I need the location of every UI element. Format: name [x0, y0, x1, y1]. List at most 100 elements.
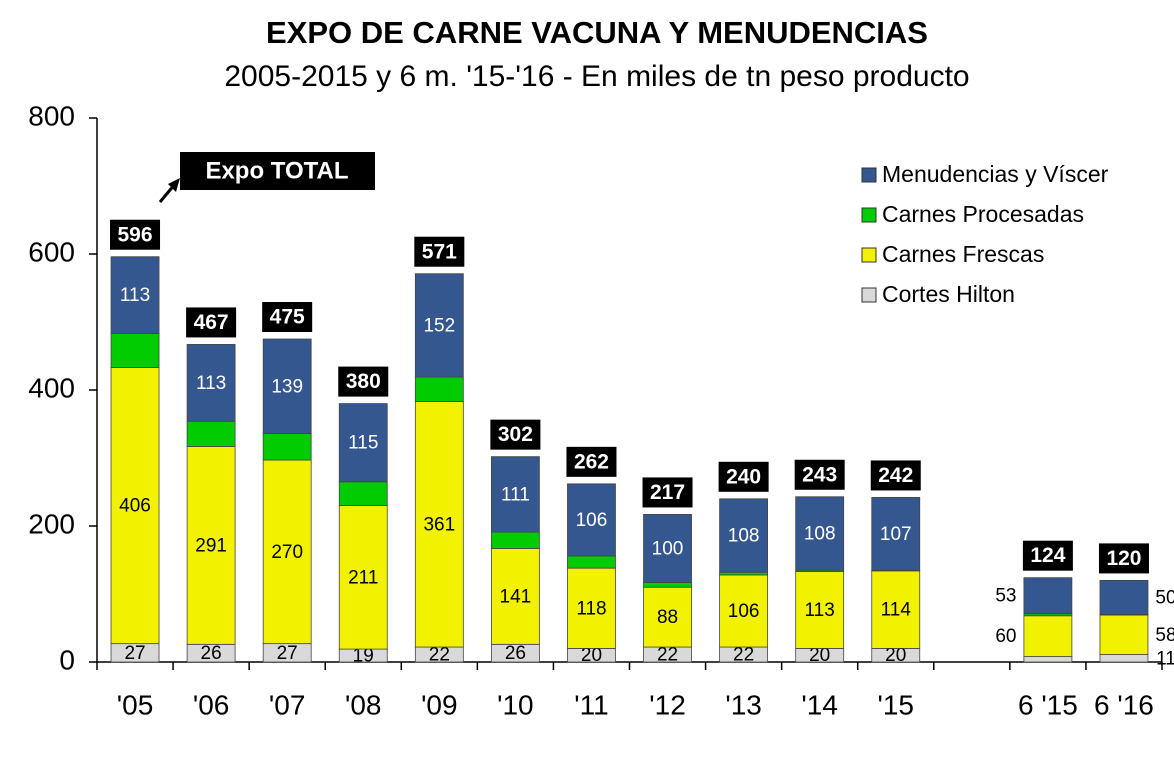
- x-tick-label: 6 '16: [1094, 689, 1154, 720]
- bar-segment: [795, 496, 845, 571]
- bar-segment: [414, 376, 464, 402]
- data-label: 115: [348, 433, 378, 454]
- bar-segment: [186, 344, 236, 422]
- chart-subtitle: 2005-2015 y 6 m. '15-'16 - En miles de t…: [224, 60, 969, 93]
- data-label: 20: [809, 645, 830, 666]
- data-label: 107: [880, 524, 912, 545]
- total-label: 240: [726, 465, 761, 488]
- bar-segment: [490, 456, 540, 533]
- data-label: 19: [353, 646, 374, 667]
- total-box: [566, 446, 617, 477]
- bar-segment: [643, 586, 692, 648]
- data-label: 106: [728, 601, 760, 622]
- total-box: [642, 477, 693, 508]
- data-label: 139: [271, 376, 303, 397]
- data-label: 361: [423, 514, 455, 535]
- total-box: [490, 419, 541, 450]
- data-label: 270: [271, 542, 303, 563]
- bar-segment: [567, 555, 616, 569]
- data-label: 291: [195, 535, 227, 556]
- bar-segment: [186, 446, 236, 645]
- bar-segment: [567, 483, 616, 557]
- y-tick-label: 0: [59, 644, 75, 675]
- data-label: 20: [581, 645, 602, 666]
- total-label: 467: [194, 311, 229, 334]
- bar-segment: [1099, 654, 1149, 663]
- total-label: 262: [574, 450, 609, 473]
- total-label: 242: [878, 464, 913, 487]
- legend-swatch: [861, 287, 877, 303]
- data-label: 118: [576, 598, 606, 619]
- bar-segment: [795, 571, 845, 649]
- y-tick-label: 400: [28, 372, 75, 403]
- x-tick-label: 6 '15: [1018, 689, 1078, 720]
- data-label: 88: [657, 607, 678, 628]
- annotation-box: [180, 152, 375, 190]
- total-label: 475: [270, 306, 305, 329]
- bar-segment: [110, 256, 160, 334]
- bar-segment: [262, 433, 312, 461]
- y-tick-label: 200: [28, 508, 75, 539]
- x-tick-label: '11: [574, 689, 608, 720]
- x-tick-label: '05: [117, 689, 154, 720]
- legend-swatch: [861, 167, 877, 183]
- x-tick-label: '12: [649, 689, 686, 720]
- data-label: 108: [728, 526, 760, 547]
- total-box: [718, 461, 769, 492]
- legend-label: Menudencias y Víscer: [882, 161, 1109, 187]
- legend-label: Cortes Hilton: [882, 281, 1015, 307]
- bar-segment: [1099, 580, 1149, 615]
- total-label: 217: [650, 481, 685, 504]
- data-label: 58: [1155, 625, 1174, 646]
- bar-segment: [262, 459, 312, 645]
- legend-label: Carnes Frescas: [882, 241, 1044, 267]
- total-label: 302: [498, 423, 533, 446]
- bar-segment: [262, 338, 312, 434]
- annotation: Expo TOTAL: [205, 157, 348, 184]
- data-label: 20: [885, 645, 906, 666]
- data-label: 50: [1155, 587, 1174, 608]
- bar-segment: [186, 420, 236, 447]
- total-box: [110, 219, 161, 250]
- data-label: 113: [120, 285, 150, 306]
- bar-segment: [414, 273, 464, 378]
- data-label: 100: [652, 538, 684, 559]
- data-label: 22: [657, 645, 678, 666]
- chart-title: EXPO DE CARNE VACUNA Y MENUDENCIAS: [266, 15, 928, 50]
- bar-segment: [490, 548, 540, 645]
- annotation-arrowhead: [168, 178, 180, 192]
- x-tick-label: '06: [193, 689, 230, 720]
- data-label: 113: [196, 373, 226, 394]
- legend-swatch: [861, 247, 877, 263]
- bar-segment: [110, 333, 160, 368]
- total-box: [414, 236, 465, 267]
- bar-segment: [1023, 577, 1073, 615]
- x-tick-label: '07: [269, 689, 306, 720]
- data-label: 111: [501, 484, 530, 505]
- data-label: 406: [119, 496, 151, 517]
- bar-segment: [1099, 614, 1149, 655]
- bar-segment: [719, 571, 769, 576]
- data-label: 11: [1156, 648, 1174, 669]
- data-label: 211: [348, 567, 378, 588]
- legend-swatch: [861, 207, 877, 223]
- data-label: 26: [201, 643, 222, 664]
- total-box: [1098, 543, 1149, 574]
- bar-segment: [1023, 615, 1073, 657]
- bar-segment: [643, 514, 692, 583]
- data-label: 60: [995, 626, 1016, 647]
- bar-segment: [338, 403, 388, 483]
- x-tick-label: '09: [421, 689, 458, 720]
- total-label: 124: [1030, 544, 1065, 567]
- data-label: 22: [733, 645, 754, 666]
- data-label: 106: [576, 510, 608, 531]
- total-box: [338, 366, 389, 397]
- data-label: 152: [423, 315, 455, 336]
- data-label: 108: [804, 523, 836, 544]
- data-label: 27: [277, 643, 298, 664]
- bar-segment: [871, 497, 921, 571]
- x-tick-label: '10: [497, 689, 534, 720]
- bar-segment: [719, 498, 769, 573]
- total-box: [186, 307, 237, 338]
